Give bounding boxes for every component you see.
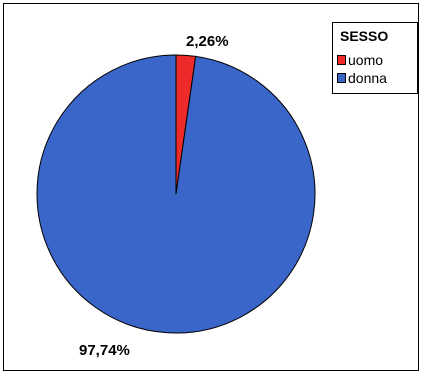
legend-swatch-donna xyxy=(337,73,346,83)
legend-label-uomo: uomo xyxy=(348,52,384,68)
data-label-donna: 97,74% xyxy=(79,342,130,359)
data-label-uomo: 2,26% xyxy=(186,33,229,50)
legend-item-uomo: uomo xyxy=(337,53,383,67)
legend: SESSO uomo donna xyxy=(332,22,418,94)
legend-swatch-uomo xyxy=(337,55,346,65)
legend-label-donna: donna xyxy=(348,70,387,86)
legend-title: SESSO xyxy=(340,28,389,44)
pie-slice-donna xyxy=(36,54,316,334)
legend-item-donna: donna xyxy=(337,71,387,85)
